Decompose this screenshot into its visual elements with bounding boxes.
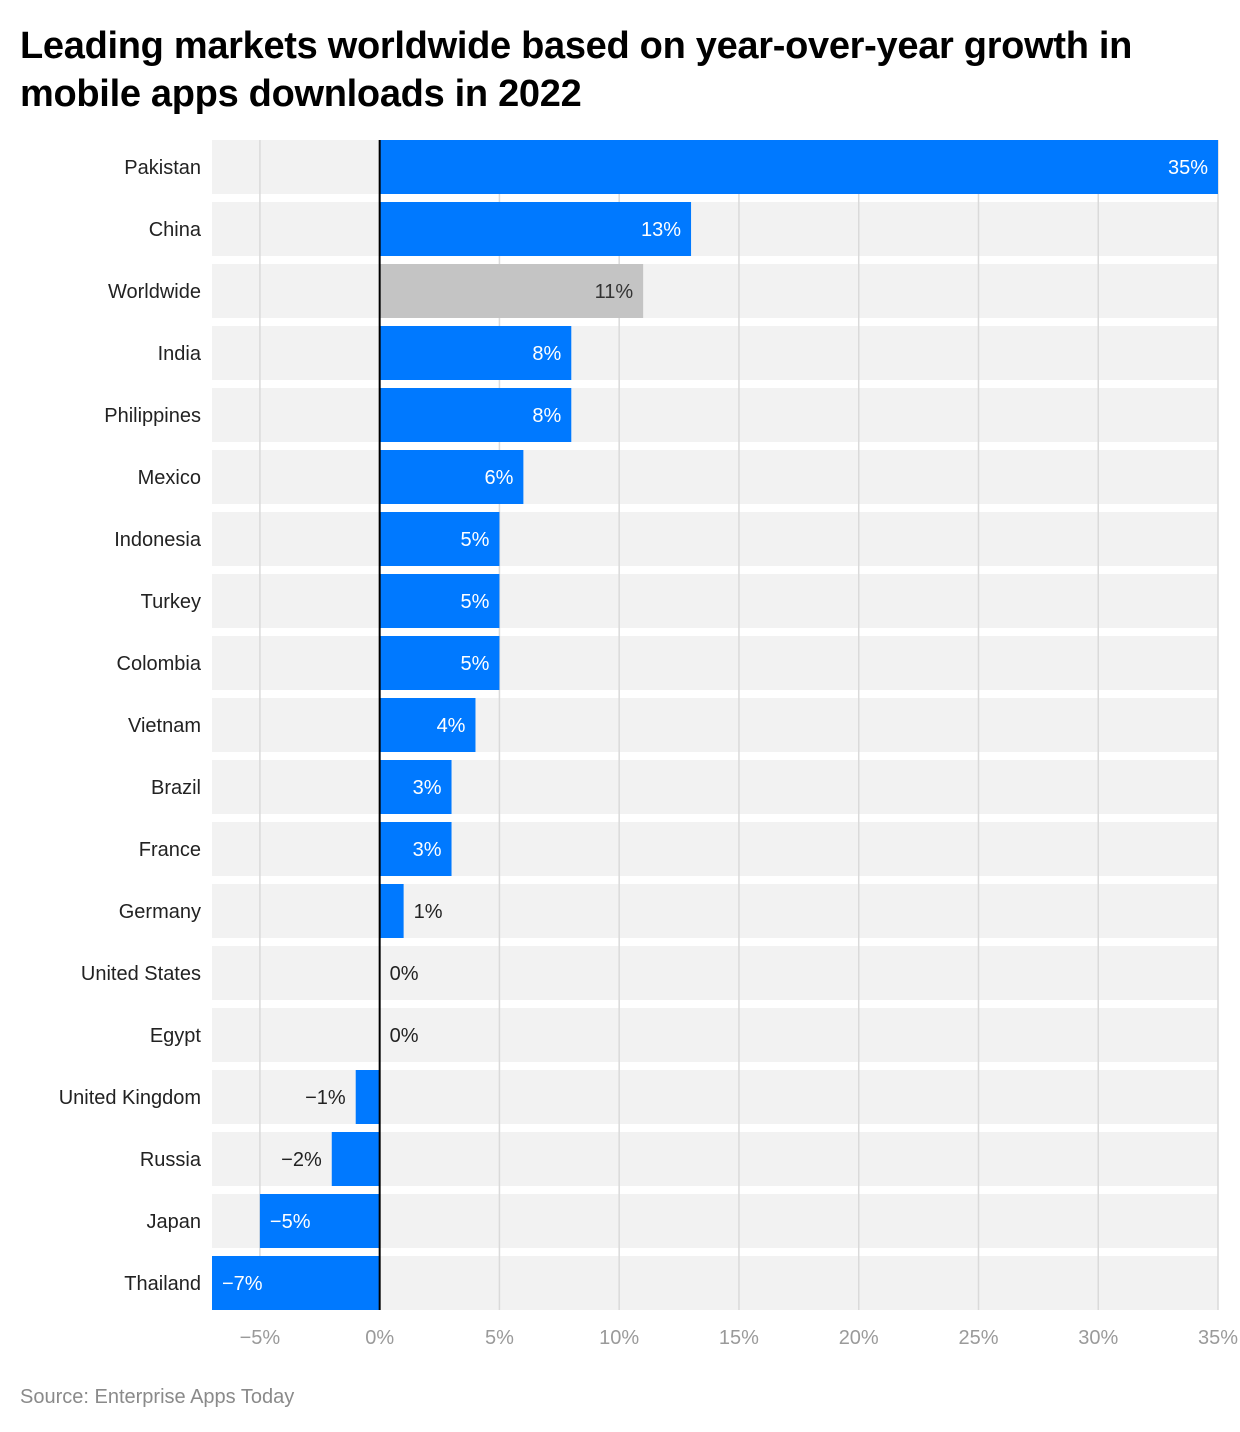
data-label: −2%: [281, 1149, 322, 1171]
data-label: 5%: [461, 591, 490, 613]
bar-chart: −5% 0% 5% 10% 15% 20% 25% 30% 35% Pakistan 35% Chin…: [59, 140, 1238, 1349]
row-background: [212, 698, 1218, 752]
data-label: 35%: [1168, 157, 1208, 179]
row-background: [212, 822, 1218, 876]
category-label: Egypt: [150, 1025, 202, 1047]
category-label: Brazil: [151, 777, 201, 799]
data-label: 8%: [532, 405, 561, 427]
row-background: [212, 202, 1218, 256]
data-label: 5%: [461, 529, 490, 551]
bar: [379, 202, 692, 256]
row-background: [212, 388, 1218, 442]
data-label: 13%: [641, 219, 681, 241]
x-tick-label: 25%: [958, 1327, 998, 1349]
data-label: 0%: [390, 963, 419, 985]
category-label: United Kingdom: [59, 1087, 201, 1109]
bar: [379, 450, 524, 504]
data-label: 4%: [437, 715, 466, 737]
data-label: −7%: [222, 1273, 263, 1295]
source-note: Source: Enterprise Apps Today: [20, 1386, 295, 1408]
x-tick-label: 10%: [599, 1327, 639, 1349]
category-label: United States: [81, 963, 201, 985]
chart-title: Leading markets worldwide based on year-…: [20, 25, 1133, 115]
bar: [379, 884, 404, 938]
bar: [379, 512, 500, 566]
bar: [379, 264, 644, 318]
row-background: [212, 512, 1218, 566]
x-tick-label: 15%: [719, 1327, 759, 1349]
category-label: Indonesia: [114, 529, 202, 551]
row-background: [212, 884, 1218, 938]
category-label: Russia: [140, 1149, 202, 1171]
category-label: Thailand: [124, 1273, 201, 1295]
bar: [379, 388, 572, 442]
x-tick-label: 0%: [365, 1327, 394, 1349]
x-tick-label: 5%: [485, 1327, 514, 1349]
bar: [259, 1194, 380, 1248]
category-label: Mexico: [138, 467, 201, 489]
data-label: 8%: [532, 343, 561, 365]
bar: [379, 326, 572, 380]
bar: [379, 140, 1219, 194]
data-label: 3%: [413, 839, 442, 861]
category-label: Philippines: [104, 405, 201, 427]
row-background: [212, 574, 1218, 628]
row-background: [212, 450, 1218, 504]
bar: [379, 760, 452, 814]
bar: [355, 1070, 380, 1124]
category-label: China: [149, 219, 202, 241]
category-label: Colombia: [117, 653, 202, 675]
bar: [331, 1132, 380, 1186]
row-background: [212, 946, 1218, 1000]
category-label: Worldwide: [108, 281, 201, 303]
category-label: Germany: [119, 901, 201, 923]
bar: [379, 636, 500, 690]
row-background: [212, 760, 1218, 814]
x-tick-label: 20%: [839, 1327, 879, 1349]
row-background: [212, 326, 1218, 380]
category-label: Pakistan: [124, 157, 201, 179]
category-label: Vietnam: [128, 715, 201, 737]
data-label: 11%: [595, 281, 634, 303]
data-label: 5%: [461, 653, 490, 675]
x-tick-label: 35%: [1198, 1327, 1238, 1349]
category-label: Turkey: [141, 591, 201, 613]
x-tick-label: 30%: [1078, 1327, 1118, 1349]
row-background: [212, 1008, 1218, 1062]
row-background: [212, 264, 1218, 318]
data-label: −5%: [270, 1211, 311, 1233]
category-label: India: [158, 343, 202, 365]
data-label: 0%: [390, 1025, 419, 1047]
data-label: 3%: [413, 777, 442, 799]
data-label: −1%: [305, 1087, 346, 1109]
category-label: France: [139, 839, 201, 861]
x-tick-label: −5%: [240, 1327, 281, 1349]
bar: [379, 822, 452, 876]
bar: [379, 574, 500, 628]
bar: [212, 1256, 380, 1310]
category-label: Japan: [147, 1211, 202, 1233]
row-background: [212, 636, 1218, 690]
bar: [379, 698, 476, 752]
data-label: 1%: [414, 901, 443, 923]
data-label: 6%: [484, 467, 513, 489]
